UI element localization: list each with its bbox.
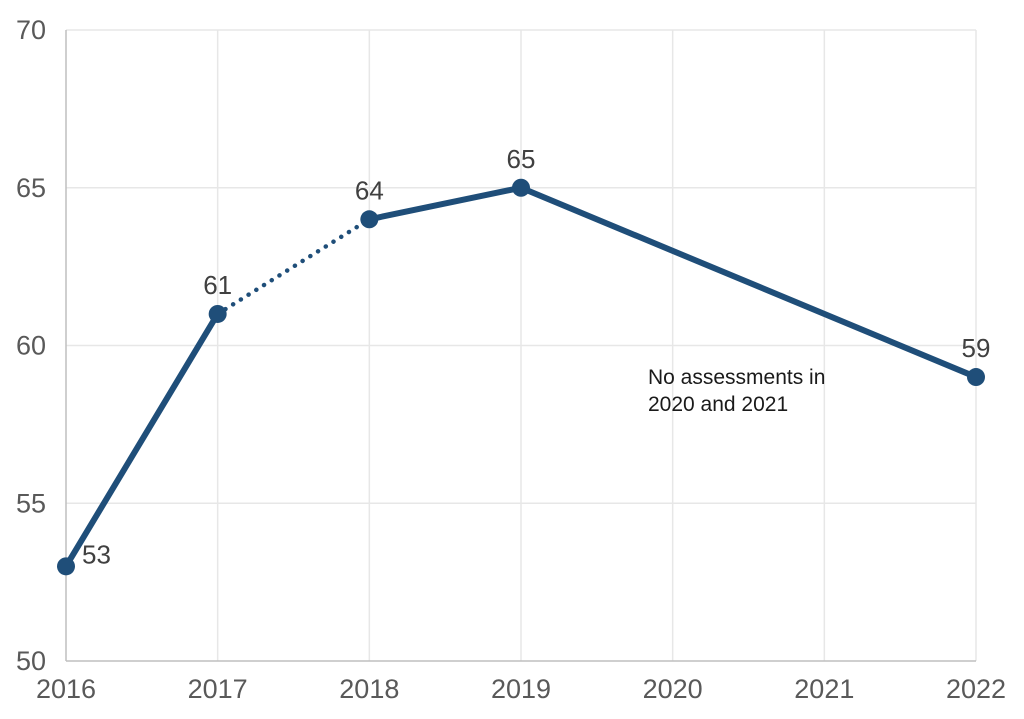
solid-line-segment (518, 184, 979, 381)
y-tick-label: 65 (16, 173, 46, 203)
y-tick-label: 50 (16, 646, 46, 676)
x-tick-label: 2020 (643, 674, 703, 704)
data-point-marker (967, 368, 985, 387)
data-labels: 53 61 64 65 59 (82, 144, 990, 570)
data-point-label: 65 (507, 144, 536, 174)
data-point-marker (57, 557, 75, 576)
dotted-line-segment (215, 217, 372, 317)
annotation-line-2: 2020 and 2021 (648, 393, 789, 416)
x-tick-label: 2019 (491, 674, 551, 704)
data-point-label: 53 (82, 539, 111, 569)
solid-line-segment (63, 310, 221, 570)
x-tick-label: 2018 (339, 674, 399, 704)
y-tick-label: 60 (16, 331, 46, 361)
data-point-marker (512, 178, 530, 197)
x-tick-label: 2016 (36, 674, 96, 704)
y-tick-label: 70 (16, 15, 46, 45)
data-point-label: 64 (355, 175, 384, 205)
gridlines (66, 29, 977, 661)
data-point-label: 59 (962, 333, 991, 363)
y-tick-label: 55 (16, 488, 46, 518)
data-point-marker (208, 304, 227, 323)
series-line (63, 184, 979, 570)
data-point-marker (360, 210, 379, 229)
tick-labels: 50 55 60 65 70 2016 2017 2018 2019 2020 2021 2022 (16, 15, 1006, 704)
chart-annotation: No assessments in 2020 and 2021 (648, 364, 825, 418)
x-tick-label: 2021 (794, 674, 854, 704)
annotation-line-1: No assessments in (648, 366, 826, 389)
x-tick-label: 2022 (946, 674, 1006, 704)
axes (65, 30, 976, 662)
solid-line-segment (366, 184, 524, 223)
x-tick-label: 2017 (188, 674, 248, 704)
data-point-label: 61 (203, 270, 232, 300)
data-points (57, 178, 985, 576)
